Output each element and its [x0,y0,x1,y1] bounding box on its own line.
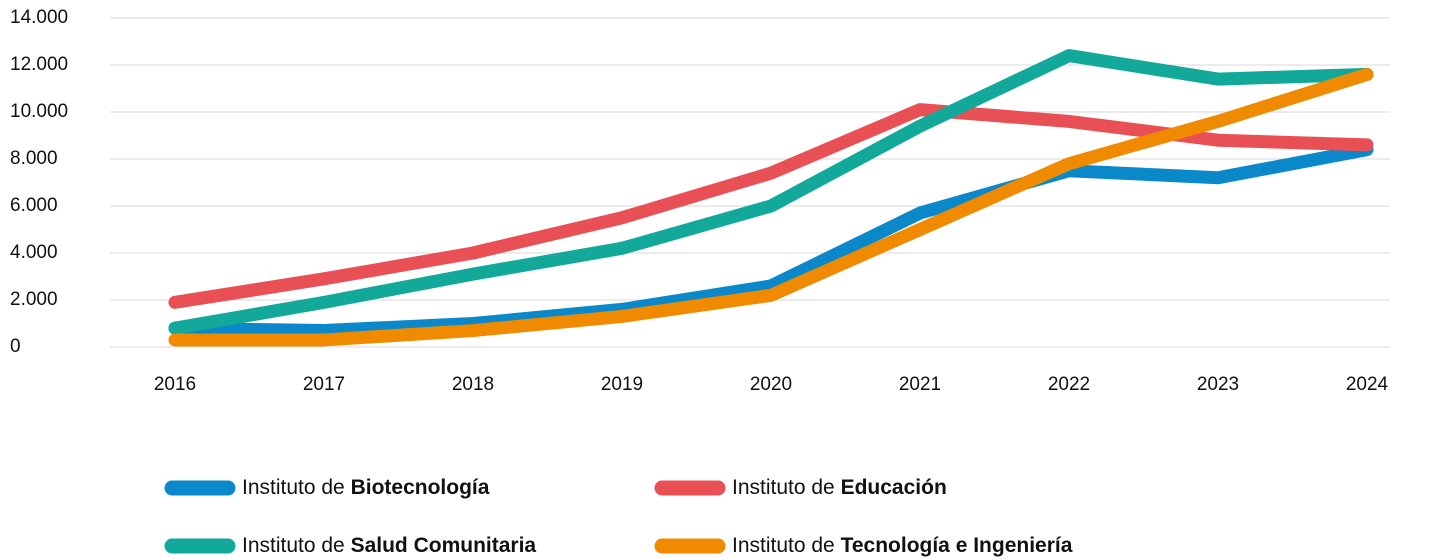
series-line [168,67,1374,347]
x-tick-label: 2024 [1346,374,1389,395]
legend-label: Instituto de Biotecnología [242,476,490,499]
x-tick-label: 2023 [1197,374,1239,395]
x-tick-label: 2017 [303,374,345,395]
x-tick-label: 2022 [1048,374,1090,395]
legend-label: Instituto de Educación [732,476,947,499]
y-tick-label: 6.000 [10,195,58,216]
legend-label-part: Instituto de [242,534,351,557]
x-tick-label: 2019 [601,374,643,395]
y-tick-label: 14.000 [10,7,68,28]
series-line [168,143,1374,338]
series-line [168,49,1374,335]
y-tick-label: 8.000 [10,148,58,169]
legend-label: Instituto de Salud Comunitaria [242,534,536,557]
y-tick-label: 10.000 [10,101,68,122]
legend-label-part: Instituto de [242,476,351,499]
legend-label-part: Salud Comunitaria [351,534,537,557]
y-tick-label: 12.000 [10,54,68,75]
y-tick-label: 2.000 [10,289,58,310]
y-tick-label: 4.000 [10,242,58,263]
x-tick-label: 2021 [899,374,941,395]
x-tick-label: 2020 [750,374,792,395]
legend-label-part: Tecnología e Ingeniería [841,534,1073,557]
y-tick-label: 0 [10,336,21,357]
x-tick-label: 2018 [452,374,494,395]
legend-label: Instituto de Tecnología e Ingeniería [732,534,1073,557]
x-tick-label: 2016 [154,374,196,395]
legend-label-part: Instituto de [732,476,841,499]
legend-label-part: Instituto de [732,534,841,557]
legend-label-part: Biotecnología [351,476,490,499]
legend-label-part: Educación [841,476,947,499]
